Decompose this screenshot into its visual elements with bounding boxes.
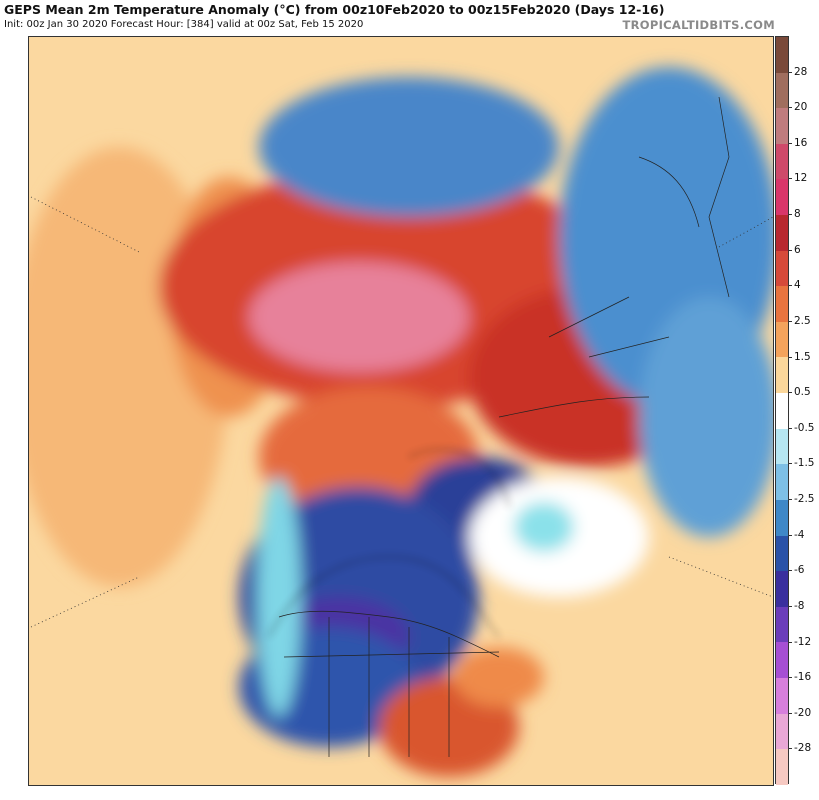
colorbar-label: 6 (794, 243, 801, 256)
colorbar-label: -12 (794, 635, 812, 648)
anomaly-map-canvas (29, 37, 773, 785)
colorbar-label: -20 (794, 706, 812, 719)
colorbar (775, 36, 789, 785)
colorbar-tick (789, 142, 792, 144)
anomaly-map (28, 36, 774, 786)
colorbar-segment (776, 143, 788, 180)
colorbar-segment (776, 677, 788, 714)
colorbar-segment (776, 215, 788, 251)
colorbar-tick (789, 641, 792, 643)
colorbar-tick (789, 392, 792, 394)
colorbar-segment (776, 428, 788, 465)
colorbar-segment (776, 571, 788, 607)
colorbar-segment (776, 321, 788, 358)
colorbar-segment (776, 286, 788, 322)
colorbar-tick (789, 107, 792, 109)
colorbar-label: 20 (794, 101, 808, 114)
colorbar-segment (776, 606, 788, 643)
colorbar-segment (776, 499, 788, 536)
colorbar-label: -28 (794, 742, 812, 755)
colorbar-tick (789, 605, 792, 607)
colorbar-label: 4 (794, 279, 801, 292)
colorbar-label: 16 (794, 136, 808, 149)
colorbar-tick (789, 748, 792, 750)
colorbar-segment (776, 393, 788, 429)
colorbar-tick (789, 320, 792, 322)
colorbar-segment (776, 749, 788, 785)
colorbar-label: 28 (794, 65, 808, 78)
colorbar-label: -8 (794, 599, 805, 612)
colorbar-segment (776, 357, 788, 394)
site-watermark: TROPICALTIDBITS.COM (622, 18, 775, 32)
colorbar-segment (776, 179, 788, 216)
colorbar-label: 1.5 (794, 350, 811, 363)
colorbar-label: -1.5 (794, 457, 815, 470)
colorbar-label: -6 (794, 564, 805, 577)
colorbar-segment (776, 108, 788, 144)
colorbar-label: 12 (794, 172, 808, 185)
colorbar-tick (789, 285, 792, 287)
colorbar-segment (776, 464, 788, 500)
colorbar-label: 0.5 (794, 386, 811, 399)
map-title: GEPS Mean 2m Temperature Anomaly (°C) fr… (4, 2, 665, 17)
colorbar-segment (776, 642, 788, 678)
colorbar-label: -0.5 (794, 421, 815, 434)
colorbar-label: 2.5 (794, 314, 811, 327)
colorbar-labels: 28 20 16 12 8 6 4 2.5 1.5 0.5 -0.5 -1.5 -2.5 -4 -6 -8 -1… (792, 36, 819, 784)
map-subtitle: Init: 00z Jan 30 2020 Forecast Hour: [38… (4, 19, 364, 30)
colorbar-tick (789, 427, 792, 429)
colorbar-label: -16 (794, 671, 812, 684)
colorbar-segment (776, 535, 788, 572)
colorbar-tick (789, 214, 792, 216)
colorbar-tick (789, 178, 792, 180)
colorbar-segment (776, 250, 788, 287)
colorbar-tick (789, 677, 792, 679)
colorbar-tick (789, 71, 792, 73)
colorbar-label: -4 (794, 528, 805, 541)
colorbar-tick (789, 570, 792, 572)
colorbar-tick (789, 534, 792, 536)
colorbar-tick (789, 712, 792, 714)
colorbar-label: 8 (794, 208, 801, 221)
colorbar-tick (789, 356, 792, 358)
colorbar-segment (776, 72, 788, 109)
colorbar-tick (789, 499, 792, 501)
colorbar-label: -2.5 (794, 493, 815, 506)
colorbar-segment (776, 713, 788, 750)
colorbar-tick (789, 249, 792, 251)
colorbar-tick (789, 463, 792, 465)
colorbar-segment (776, 37, 788, 73)
